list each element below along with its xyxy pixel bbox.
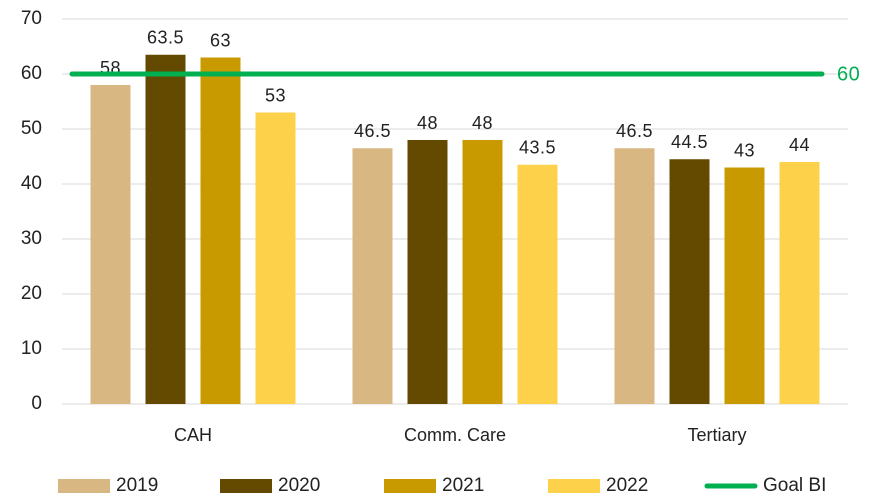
y-tick-label: 40 bbox=[21, 173, 42, 194]
data-label: 46.5 bbox=[354, 121, 391, 141]
legend-label: Goal BI bbox=[763, 475, 826, 496]
bar bbox=[255, 112, 296, 404]
data-label: 43 bbox=[734, 140, 755, 160]
data-label: 44.5 bbox=[671, 132, 708, 152]
data-label: 63.5 bbox=[147, 28, 184, 48]
data-label: 48 bbox=[417, 113, 438, 133]
bar bbox=[724, 167, 765, 404]
bar bbox=[352, 148, 393, 404]
legend-swatch bbox=[220, 479, 272, 493]
bar bbox=[407, 140, 448, 404]
data-label: 48 bbox=[472, 113, 493, 133]
y-tick-label: 0 bbox=[31, 393, 42, 414]
legend-swatch bbox=[384, 479, 436, 493]
x-tick-label: CAH bbox=[174, 425, 212, 445]
legend-label: 2022 bbox=[606, 475, 648, 496]
y-tick-label: 30 bbox=[21, 228, 42, 249]
y-tick-label: 20 bbox=[21, 283, 42, 304]
y-tick-label: 50 bbox=[21, 118, 42, 139]
legend-label: 2019 bbox=[116, 475, 158, 496]
bar bbox=[90, 85, 131, 404]
bar bbox=[462, 140, 503, 404]
data-label: 46.5 bbox=[616, 121, 653, 141]
bar bbox=[145, 54, 186, 404]
goal-label: 60 bbox=[837, 63, 860, 85]
bar bbox=[517, 164, 558, 404]
data-label: 53 bbox=[265, 85, 286, 105]
y-tick-label: 70 bbox=[21, 8, 42, 29]
y-tick-label: 10 bbox=[21, 338, 42, 359]
data-label: 43.5 bbox=[519, 138, 556, 158]
legend-label: 2020 bbox=[278, 475, 320, 496]
legend-swatch bbox=[58, 479, 110, 493]
data-label: 63 bbox=[210, 30, 231, 50]
y-tick-label: 60 bbox=[21, 63, 42, 84]
bar bbox=[779, 162, 820, 404]
data-label: 44 bbox=[789, 135, 810, 155]
legend-label: 2021 bbox=[442, 475, 484, 496]
legend-swatch bbox=[548, 479, 600, 493]
bar bbox=[200, 57, 241, 404]
bar bbox=[614, 148, 655, 404]
x-tick-label: Tertiary bbox=[687, 425, 746, 445]
bar bbox=[669, 159, 710, 404]
x-tick-label: Comm. Care bbox=[404, 425, 506, 445]
